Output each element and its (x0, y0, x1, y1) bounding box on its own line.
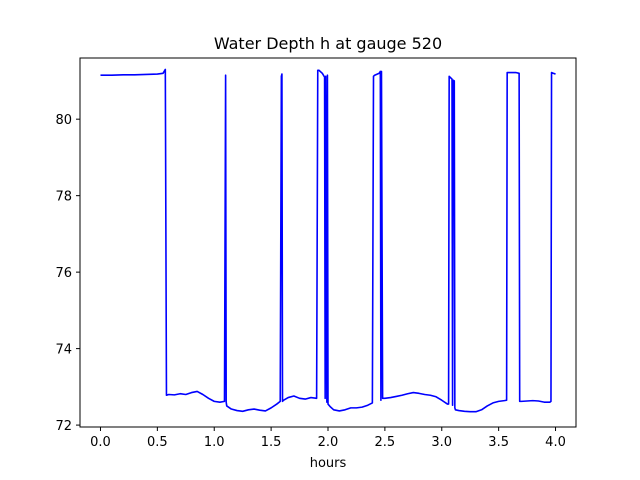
y-tick-label: 76 (55, 266, 72, 281)
x-tick-label: 3.5 (488, 435, 509, 450)
x-tick-label: 0.0 (90, 435, 111, 450)
y-axis: 72 74 76 78 80 (55, 113, 80, 434)
x-tick-label: 4.0 (545, 435, 566, 450)
y-tick-label: 74 (55, 343, 72, 358)
x-axis-label: hours (310, 456, 347, 471)
series-line (100, 68, 556, 413)
x-tick-label: 3.0 (431, 435, 452, 450)
y-tick-label: 78 (55, 190, 72, 205)
plot-area (79, 57, 577, 428)
x-tick-label: 2.0 (318, 435, 339, 450)
x-axis: 0.0 0.5 1.0 1.5 2.0 2.5 3.0 3.5 4.0 (90, 427, 566, 450)
x-tick-label: 1.0 (204, 435, 225, 450)
x-tick-label: 1.5 (261, 435, 282, 450)
chart-title: Water Depth h at gauge 520 (214, 34, 442, 53)
y-tick-label: 72 (55, 419, 72, 434)
x-tick-label: 0.5 (147, 435, 168, 450)
x-tick-label: 2.5 (375, 435, 396, 450)
y-tick-label: 80 (55, 113, 72, 128)
